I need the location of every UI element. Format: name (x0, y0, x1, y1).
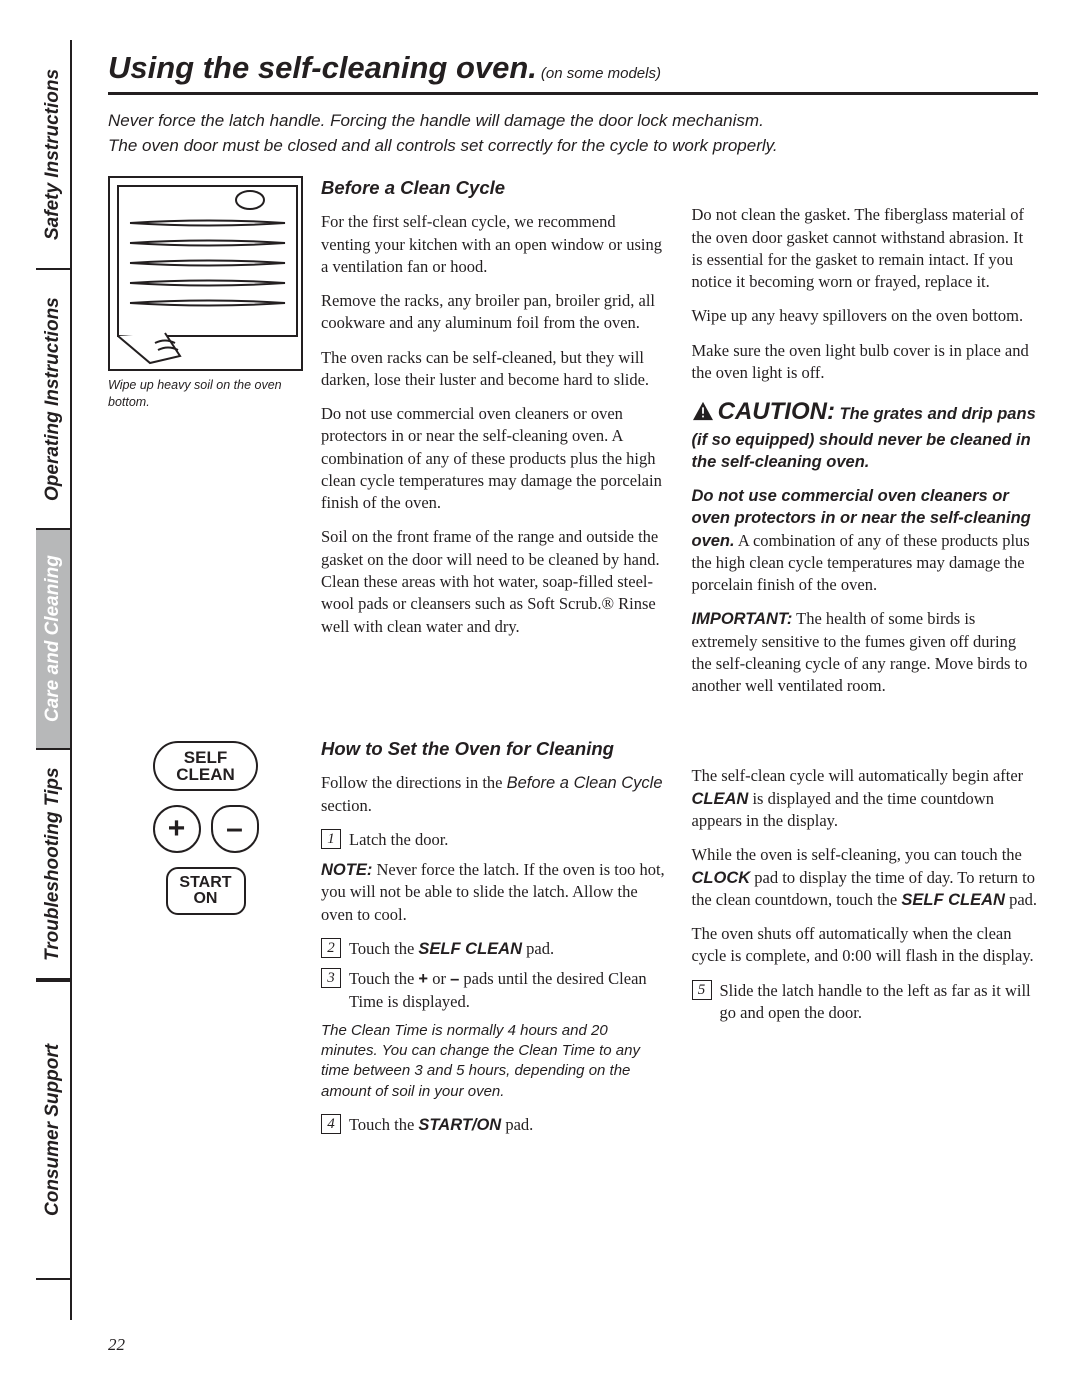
col-1: Before a Clean Cycle For the first self-… (321, 176, 668, 709)
para: Follow the directions in the Before a Cl… (321, 772, 668, 817)
step-3: 3 Touch the + or – pads until the desired… (321, 968, 668, 1013)
step-4: 4 Touch the START/ON pad. (321, 1114, 668, 1136)
subheading-before: Before a Clean Cycle (321, 176, 668, 201)
step-text: Touch the START/ON pad. (349, 1114, 668, 1136)
caution-label: CAUTION: (718, 398, 835, 425)
title-note: (on some models) (541, 65, 661, 82)
note: NOTE: Never force the latch. If the oven… (321, 859, 668, 926)
para: Remove the racks, any broiler pan, broil… (321, 290, 668, 335)
note-label: NOTE: (321, 861, 372, 879)
step-text: Touch the + or – pads until the desired … (349, 968, 668, 1013)
step-number-icon: 1 (321, 829, 341, 849)
para: Wipe up any heavy spillovers on the oven… (692, 305, 1039, 327)
plus-pad: + (153, 805, 201, 853)
para: The self-clean cycle will automatically … (692, 765, 1039, 832)
page-title: Using the self-cleaning oven. (108, 50, 537, 85)
intro-text: Never force the latch handle. Forcing th… (108, 109, 1038, 158)
start-on-pad: START ON (166, 867, 246, 915)
step-5: 5 Slide the latch handle to the left as f… (692, 980, 1039, 1025)
para: Soil on the front frame of the range and… (321, 526, 668, 637)
para: Make sure the oven light bulb cover is i… (692, 340, 1039, 385)
page-content: Using the self-cleaning oven. (on some m… (108, 50, 1038, 1172)
section-before-clean: Wipe up heavy soil on the oven bottom. B… (108, 176, 1038, 709)
minus-pad: – (211, 805, 259, 853)
tab-operating: Operating Instructions (36, 270, 70, 530)
para: The oven shuts off automatically when th… (692, 923, 1039, 968)
para: The oven racks can be self-cleaned, but … (321, 347, 668, 392)
warning-icon (692, 401, 714, 421)
note-text: Never force the latch. If the oven is to… (321, 860, 665, 924)
para: While the oven is self-cleaning, you can… (692, 844, 1039, 911)
tab-care: Care and Cleaning (36, 530, 70, 750)
section-how-to-set: SELF CLEAN + – START ON How to Set the O… (108, 737, 1038, 1144)
subheading-howto: How to Set the Oven for Cleaning (321, 737, 668, 762)
para-text: A combination of any of these products p… (692, 531, 1030, 595)
step-number-icon: 2 (321, 938, 341, 958)
step-text: Latch the door. (349, 829, 668, 851)
step-number-icon: 5 (692, 980, 712, 1000)
step-2: 2 Touch the SELF CLEAN pad. (321, 938, 668, 960)
para: For the first self-clean cycle, we recom… (321, 211, 668, 278)
para: Do not use commercial oven cleaners or o… (692, 485, 1039, 596)
intro-line-1: Never force the latch handle. Forcing th… (108, 109, 1038, 134)
step-text: Touch the SELF CLEAN pad. (349, 938, 668, 960)
tab-safety: Safety Instructions (36, 40, 70, 270)
oven-illustration (108, 176, 303, 371)
col-2: Do not clean the gasket. The fiberglass … (692, 176, 1039, 709)
step-text: Slide the latch handle to the left as fa… (720, 980, 1039, 1025)
para: IMPORTANT: The health of some birds is e… (692, 608, 1039, 697)
col-1: How to Set the Oven for Cleaning Follow … (321, 737, 668, 1144)
step-1: 1 Latch the door. (321, 829, 668, 851)
page-number: 22 (108, 1335, 125, 1355)
important-label: IMPORTANT: (692, 610, 793, 628)
col-2: The self-clean cycle will automatically … (692, 737, 1039, 1144)
intro-line-2: The oven door must be closed and all con… (108, 134, 1038, 159)
para: Do not use commercial oven cleaners or o… (321, 403, 668, 514)
illustration-caption: Wipe up heavy soil on the oven bottom. (108, 377, 303, 410)
illustration-column: Wipe up heavy soil on the oven bottom. (108, 176, 303, 709)
timing-note: The Clean Time is normally 4 hours and 2… (321, 1021, 668, 1102)
step-number-icon: 4 (321, 1114, 341, 1134)
sidebar-tabs: Safety Instructions Operating Instructio… (36, 40, 72, 1320)
tab-support: Consumer Support (36, 980, 70, 1280)
control-pads-illustration: SELF CLEAN + – START ON (108, 737, 303, 1144)
self-clean-pad: SELF CLEAN (153, 741, 258, 791)
tab-troubleshooting: Troubleshooting Tips (36, 750, 70, 980)
caution-block: CAUTION: The grates and drip pans (if so… (692, 396, 1039, 473)
para: Do not clean the gasket. The fiberglass … (692, 204, 1039, 293)
step-number-icon: 3 (321, 968, 341, 988)
